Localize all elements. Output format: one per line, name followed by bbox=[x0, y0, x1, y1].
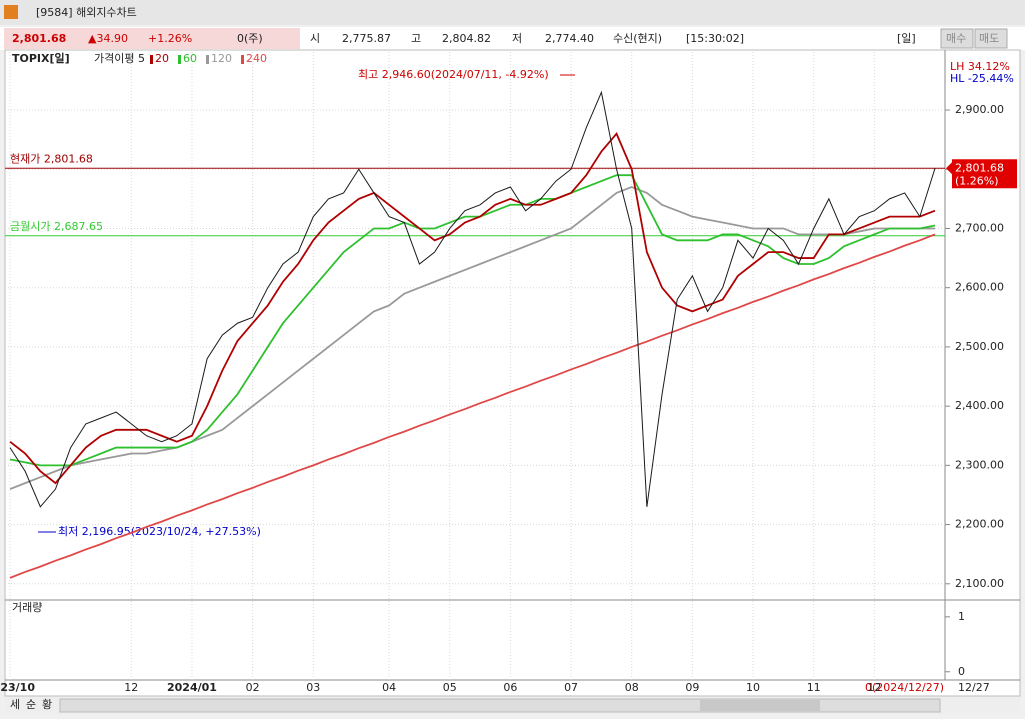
reference-label: 현재가 2,801.68 bbox=[10, 152, 93, 165]
x-tick-label: 03 bbox=[306, 681, 320, 694]
legend-swatch bbox=[206, 55, 209, 64]
legend-label: 240 bbox=[246, 52, 267, 65]
price-box-change: (1.26%) bbox=[955, 174, 999, 187]
window-title: [9584] 해외지수차트 bbox=[36, 5, 137, 19]
legend-swatch bbox=[150, 55, 153, 64]
price-box bbox=[952, 159, 1017, 189]
y-tick-label: 2,200.00 bbox=[955, 518, 1004, 531]
series-line bbox=[9, 174, 936, 467]
scroll-thumb[interactable] bbox=[700, 700, 820, 711]
legend-label: 120 bbox=[211, 52, 232, 65]
y-tick-label: 2,100.00 bbox=[955, 577, 1004, 590]
low-note: 최저 2,196.95(2023/10/24, +27.53%) bbox=[58, 525, 261, 538]
legend-swatch bbox=[178, 55, 181, 64]
volume-tick-label: 0 bbox=[958, 665, 965, 678]
series-line bbox=[9, 132, 936, 485]
legend-title: 가격이평 5 bbox=[94, 52, 145, 65]
volume-title: 거래량 bbox=[12, 601, 42, 614]
legend-label: 20 bbox=[155, 52, 169, 65]
time-label: 수신(현지) bbox=[613, 32, 662, 45]
end-date: 12/27 bbox=[958, 681, 990, 694]
low-label: 저 bbox=[512, 32, 522, 45]
buy[interactable]: 매수 bbox=[946, 32, 966, 45]
toolbar-btn[interactable]: 순 bbox=[26, 698, 36, 711]
x-tick-label: 10 bbox=[746, 681, 760, 694]
toolbar-btn[interactable]: 세 bbox=[10, 698, 20, 711]
volume-note: 0(2024/12/27) bbox=[865, 681, 944, 694]
high-note: 최고 2,946.60(2024/07/11, -4.92%) bbox=[358, 68, 549, 81]
buy-button[interactable] bbox=[940, 28, 974, 49]
high-label: 고 bbox=[411, 32, 421, 45]
x-tick-label: 2023/10 bbox=[0, 681, 35, 694]
x-tick-label: 06 bbox=[503, 681, 517, 694]
y-tick-label: 2,300.00 bbox=[955, 458, 1004, 471]
range-hl: HL -25.44% bbox=[950, 72, 1014, 85]
x-tick-label: 08 bbox=[625, 681, 639, 694]
quote-highlight bbox=[4, 28, 300, 49]
x-tick-label: 05 bbox=[443, 681, 457, 694]
change: ▲34.90 bbox=[88, 32, 128, 45]
series-line bbox=[9, 90, 936, 508]
x-tick-label: 11 bbox=[807, 681, 821, 694]
price: 2,801.68 bbox=[12, 32, 66, 45]
x-tick-label: 09 bbox=[685, 681, 699, 694]
x-tick-label: 02 bbox=[246, 681, 260, 694]
period[interactable]: [일] bbox=[897, 31, 916, 45]
x-tick-label: 07 bbox=[564, 681, 578, 694]
reference-label: 금월시가 2,687.65 bbox=[10, 220, 103, 233]
low: 2,774.40 bbox=[545, 32, 594, 45]
x-tick-label: 12 bbox=[867, 681, 881, 694]
y-tick-label: 2,500.00 bbox=[955, 340, 1004, 353]
y-tick-label: 2,900.00 bbox=[955, 103, 1004, 116]
high: 2,804.82 bbox=[442, 32, 491, 45]
y-tick-label: 2,700.00 bbox=[955, 221, 1004, 234]
chart-title: TOPIX[일] bbox=[12, 51, 70, 65]
legend-swatch bbox=[241, 55, 244, 64]
sell-button[interactable] bbox=[974, 28, 1008, 49]
sell[interactable]: 매도 bbox=[979, 32, 999, 45]
app-icon bbox=[4, 5, 18, 19]
price-marker bbox=[946, 162, 952, 175]
volume-tick-label: 1 bbox=[958, 610, 965, 623]
title-bar bbox=[0, 0, 1025, 25]
legend-label: 60 bbox=[183, 52, 197, 65]
change-pct: +1.26% bbox=[148, 32, 192, 45]
time: [15:30:02] bbox=[686, 32, 744, 45]
x-tick-label: 12 bbox=[124, 681, 138, 694]
chart-area bbox=[4, 49, 1021, 697]
x-tick-label: 04 bbox=[382, 681, 396, 694]
series-line bbox=[9, 186, 935, 490]
open: 2,775.87 bbox=[342, 32, 391, 45]
series-line bbox=[9, 233, 936, 579]
y-tick-label: 2,400.00 bbox=[955, 399, 1004, 412]
range-lh: LH 34.12% bbox=[950, 60, 1010, 73]
price-box-label: 2,801.68 bbox=[955, 161, 1004, 174]
volume: 0(주) bbox=[237, 32, 263, 45]
open-label: 시 bbox=[310, 32, 320, 45]
y-tick-label: 2,600.00 bbox=[955, 281, 1004, 294]
toolbar-btn[interactable]: 황 bbox=[42, 698, 52, 711]
x-tick-label: 2024/01 bbox=[167, 681, 217, 694]
